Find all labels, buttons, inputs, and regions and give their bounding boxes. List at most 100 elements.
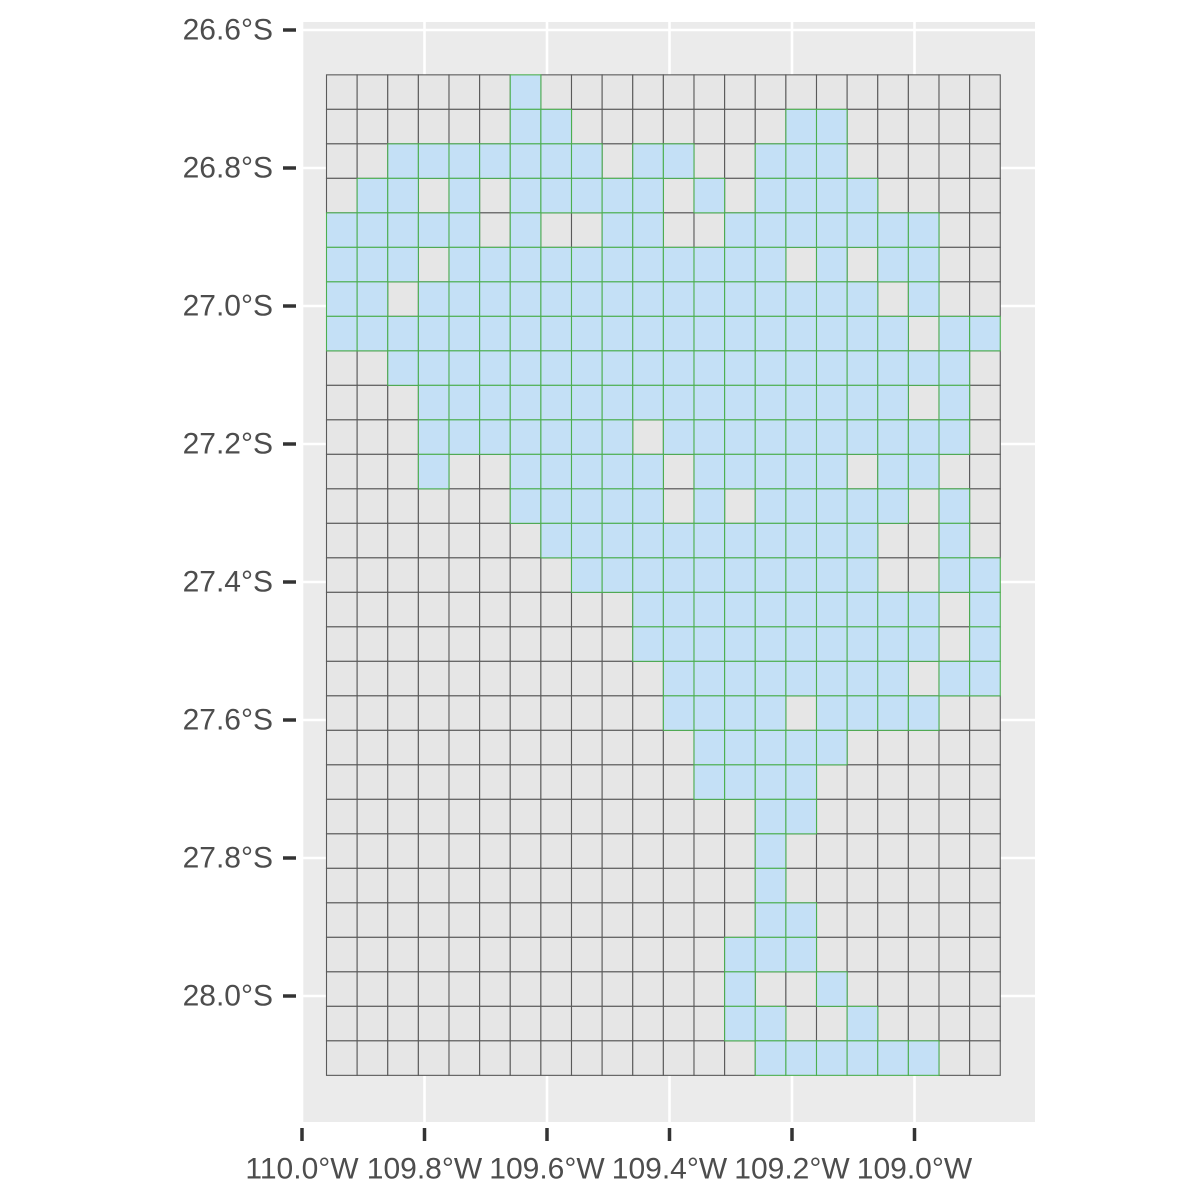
land-cell	[417, 315, 450, 352]
grid-cell	[417, 626, 450, 662]
grid-cell	[387, 591, 419, 628]
land-cell	[754, 902, 787, 938]
land-cell	[969, 626, 1001, 662]
y-tick-label: 27.2°S	[183, 428, 273, 461]
grid-cell	[540, 764, 573, 800]
land-cell	[877, 350, 909, 386]
land-cell	[785, 350, 818, 386]
grid-cell	[356, 695, 389, 731]
grid-cell	[632, 798, 664, 835]
grid-cell	[969, 143, 1001, 179]
grid-cell	[479, 902, 511, 938]
grid-cell	[540, 902, 573, 938]
land-cell	[693, 522, 726, 559]
grid-cell	[417, 695, 450, 731]
x-tick-label: 109.2°W	[734, 1153, 850, 1186]
land-cell	[662, 660, 695, 697]
grid-cell	[601, 867, 634, 904]
grid-cell	[387, 1005, 419, 1042]
land-cell	[601, 315, 634, 352]
land-cell	[448, 177, 481, 214]
land-cell	[785, 281, 818, 317]
land-cell	[662, 246, 695, 283]
land-cell	[570, 246, 603, 283]
grid-cell	[570, 1005, 603, 1042]
land-cell	[877, 591, 909, 628]
land-cell	[479, 350, 511, 386]
land-cell	[509, 212, 542, 248]
grid-cell	[479, 971, 511, 1007]
land-cell	[662, 143, 695, 179]
grid-cell	[325, 350, 358, 386]
grid-cell	[601, 833, 634, 869]
grid-cell	[356, 108, 389, 145]
grid-cell	[509, 522, 542, 559]
grid-cell	[356, 350, 389, 386]
grid-cell	[417, 1040, 450, 1076]
grid-cell	[509, 833, 542, 869]
grid-cell	[417, 108, 450, 145]
land-cell	[325, 315, 358, 352]
land-cell	[632, 626, 664, 662]
land-cell	[601, 453, 634, 490]
grid-cell	[632, 729, 664, 766]
grid-cell	[356, 488, 389, 524]
grid-cell	[356, 902, 389, 938]
land-cell	[356, 281, 389, 317]
grid-cell	[907, 315, 940, 352]
grid-cell	[632, 867, 664, 904]
land-cell	[815, 453, 848, 490]
land-cell	[540, 246, 573, 283]
grid-cell	[907, 108, 940, 145]
y-tick-label: 28.0°S	[183, 980, 273, 1013]
grid-cell	[724, 108, 756, 145]
grid-cell	[969, 350, 1001, 386]
grid-cell	[724, 798, 756, 835]
grid-cell	[387, 108, 419, 145]
grid-cell	[969, 177, 1001, 214]
land-cell	[509, 315, 542, 352]
grid-cell	[540, 833, 573, 869]
grid-cell	[509, 591, 542, 628]
land-cell	[325, 246, 358, 283]
grid-cell	[938, 591, 971, 628]
land-cell	[417, 281, 450, 317]
land-cell	[570, 281, 603, 317]
grid-cell	[907, 971, 940, 1007]
grid-cell	[325, 74, 358, 110]
land-cell	[693, 315, 726, 352]
land-cell	[846, 557, 879, 593]
grid-cell	[325, 626, 358, 662]
land-cell	[417, 419, 450, 455]
grid-cell	[601, 660, 634, 697]
land-cell	[693, 453, 726, 490]
land-cell	[785, 384, 818, 421]
grid-cell	[448, 453, 481, 490]
grid-cell	[815, 74, 848, 110]
land-cell	[785, 936, 818, 973]
grid-cell	[877, 74, 909, 110]
grid-cell	[601, 902, 634, 938]
grid-cell	[877, 729, 909, 766]
grid-cell	[387, 798, 419, 835]
land-cell	[754, 315, 787, 352]
land-cell	[693, 419, 726, 455]
grid-cell	[632, 1040, 664, 1076]
grid-cell	[356, 833, 389, 869]
grid-cell	[448, 764, 481, 800]
grid-cell	[693, 108, 726, 145]
grid-cell	[907, 488, 940, 524]
grid-cell	[815, 764, 848, 800]
grid-cell	[479, 833, 511, 869]
land-cell	[724, 384, 756, 421]
grid-cell	[356, 936, 389, 973]
grid-cell	[325, 729, 358, 766]
grid-cell	[938, 867, 971, 904]
grid-cell	[662, 936, 695, 973]
grid-cell	[754, 108, 787, 145]
grid-cell	[325, 488, 358, 524]
grid-cell	[693, 143, 726, 179]
grid-cell	[785, 971, 818, 1007]
grid-cell	[417, 488, 450, 524]
grid-cell	[969, 384, 1001, 421]
